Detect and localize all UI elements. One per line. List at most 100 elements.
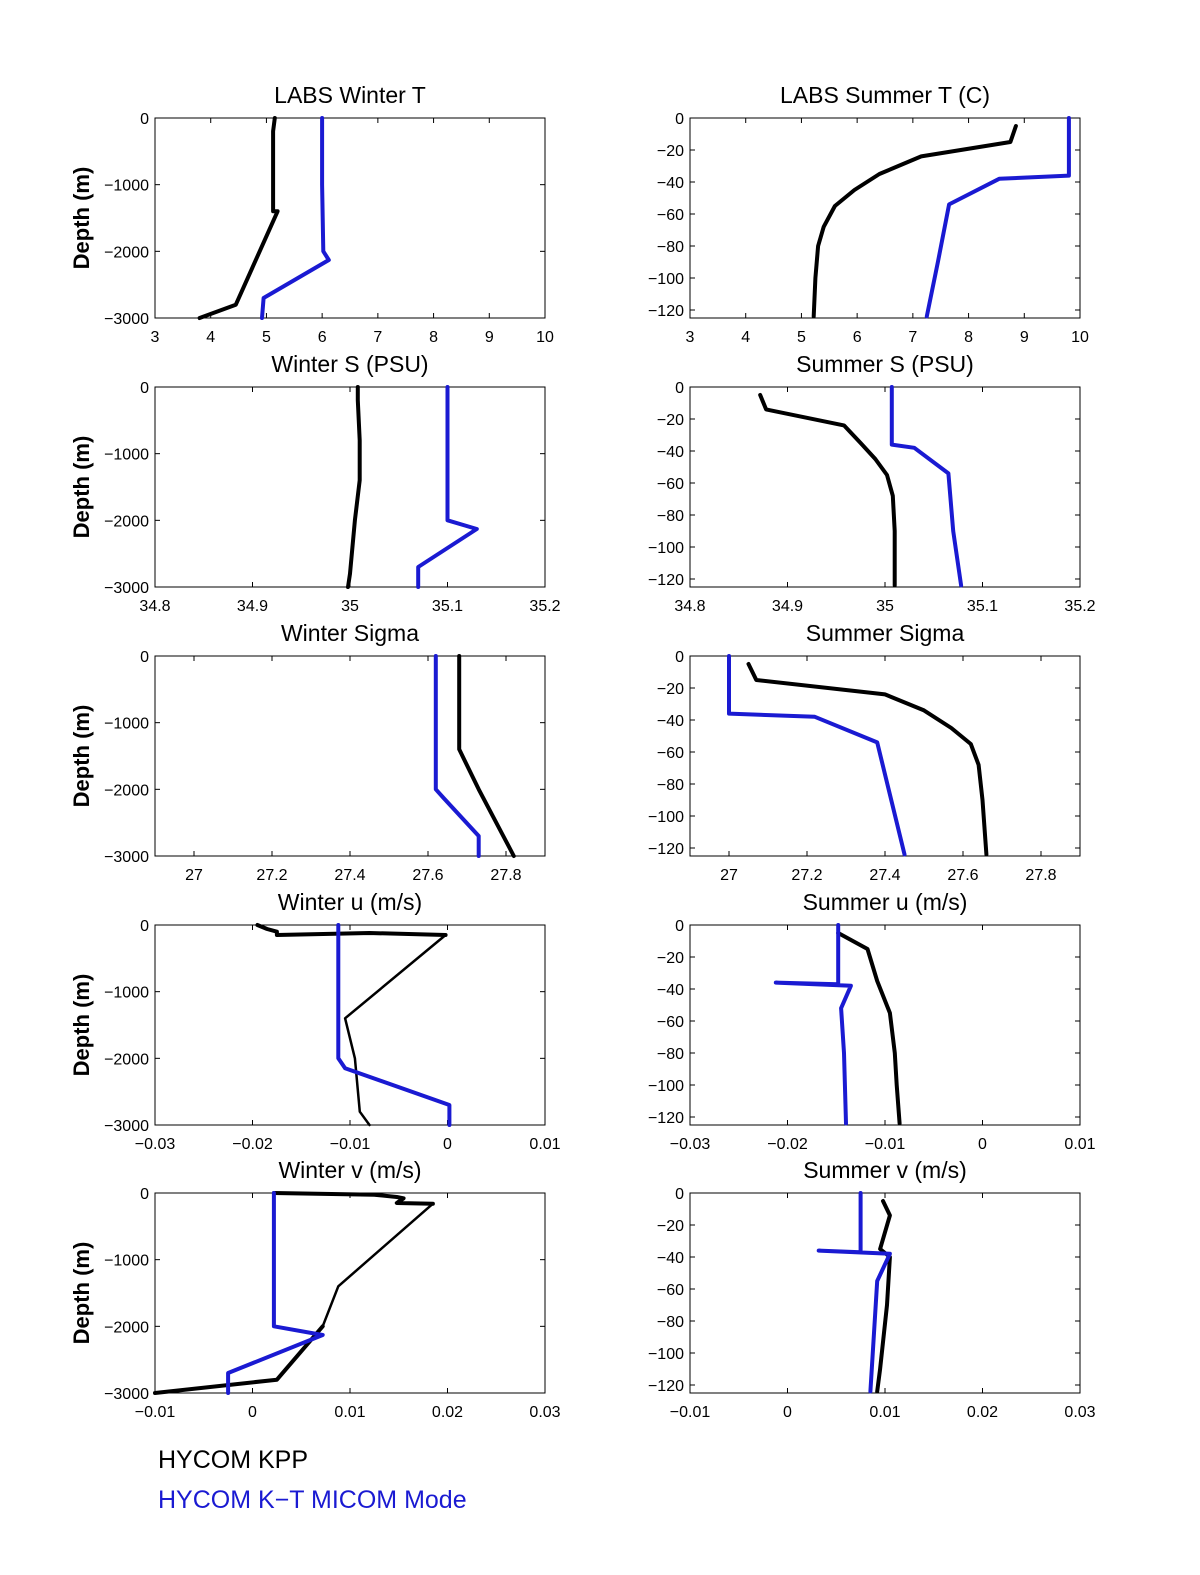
- panel-4-xtick-label: 34.8: [674, 598, 705, 615]
- panel-3-xtick-label: 35.2: [529, 598, 560, 615]
- panel-8-ytick-label: 0: [675, 918, 684, 935]
- panel-6-title: Summer Sigma: [806, 620, 965, 646]
- panel-7-ytick-label: 0: [140, 918, 149, 935]
- panel-6-xtick-label: 27.4: [869, 867, 900, 884]
- panel-10-ytick-label: −40: [657, 1250, 684, 1267]
- panel-7-xtick-label: −0.03: [135, 1136, 176, 1153]
- panel-2-xtick-label: 5: [797, 329, 806, 346]
- panel-3-ylabel: Depth (m): [69, 436, 94, 539]
- panel-3-xtick-label: 34.9: [237, 598, 268, 615]
- panel-1-xtick-label: 7: [373, 329, 382, 346]
- panel-4-series-line-hycom-kpp-0: [758, 393, 897, 588]
- panel-7-ylabel: Depth (m): [69, 974, 94, 1077]
- panel-2-xtick-label: 10: [1071, 329, 1089, 346]
- panel-10-ytick-label: −100: [648, 1346, 684, 1363]
- panel-8-ytick-label: −100: [648, 1078, 684, 1095]
- panel-6-ytick-label: −120: [648, 841, 684, 858]
- legend-entry-hycom-kpp: HYCOM KPP: [158, 1446, 309, 1474]
- panel-4-axes-box: [689, 386, 1081, 588]
- panel-9-axes-box: [154, 1192, 546, 1394]
- panel-2-series-line-hycom-kpp-0: [811, 124, 1018, 319]
- panel-10-xtick-label: 0.01: [869, 1404, 900, 1421]
- panel-4-ytick-label: −100: [648, 540, 684, 557]
- panel-6-ytick-label: −100: [648, 809, 684, 826]
- panel-1-xtick-label: 3: [151, 329, 160, 346]
- panel-2-ytick-label: 0: [675, 111, 684, 128]
- panel-4-xtick-label: 34.9: [772, 598, 803, 615]
- panel-9-series-line-hycom-kt-micom-3: [226, 1191, 325, 1395]
- panel-8-xtick-label: 0: [978, 1136, 987, 1153]
- panel-2-xtick-label: 6: [853, 329, 862, 346]
- panel-6-ytick-label: −40: [657, 713, 684, 730]
- panel-1-series-line-hycom-kpp-0: [197, 116, 280, 320]
- panel-3-series-line-hycom-kt-micom-1: [416, 385, 479, 589]
- panel-9-xtick-label: 0.03: [529, 1404, 560, 1421]
- panel-7-series-line-hycom-kpp-0: [255, 923, 448, 937]
- panel-7-ytick-label: −1000: [104, 985, 149, 1002]
- panel-1-title: LABS Winter T: [274, 82, 426, 108]
- panel-9-ytick-label: −1000: [104, 1253, 149, 1270]
- panel-5-ytick-label: 0: [140, 649, 149, 666]
- panel-4-xtick-label: 35: [876, 598, 894, 615]
- legend-entry-hycom-kt-micom: HYCOM K−T MICOM Mode: [158, 1486, 467, 1514]
- panel-6-xtick-label: 27.8: [1025, 867, 1056, 884]
- panel-5-xtick-label: 27.2: [256, 867, 287, 884]
- panel-4-xtick-label: 35.1: [967, 598, 998, 615]
- panel-4-ytick-label: −120: [648, 572, 684, 589]
- panel-10-ytick-label: −80: [657, 1314, 684, 1331]
- panel-2-ytick-label: −100: [648, 271, 684, 288]
- panel-1-ytick-label: −3000: [104, 311, 149, 328]
- panel-1-ylabel: Depth (m): [69, 167, 94, 270]
- panel-1-ytick-label: 0: [140, 111, 149, 128]
- panel-9-ytick-label: −2000: [104, 1319, 149, 1336]
- panel-8-series-line-hycom-kpp-0: [836, 931, 902, 1126]
- panel-3-xtick-label: 35: [341, 598, 359, 615]
- panel-6-ytick-label: −60: [657, 745, 684, 762]
- panel-1-axes-box: [154, 117, 546, 319]
- panel-8-xtick-label: −0.01: [865, 1136, 906, 1153]
- panel-6-series-line-hycom-kt-micom-1: [727, 654, 907, 857]
- panel-8-ytick-label: −40: [657, 982, 684, 999]
- panel-3-ytick-label: 0: [140, 380, 149, 397]
- panel-9-xtick-label: 0: [248, 1404, 257, 1421]
- panel-9-xtick-label: 0.02: [432, 1404, 463, 1421]
- panel-10-ytick-label: −20: [657, 1218, 684, 1235]
- panel-3-title: Winter S (PSU): [271, 351, 428, 377]
- panel-8-ytick-label: −120: [648, 1110, 684, 1127]
- panel-1-xtick-label: 5: [262, 329, 271, 346]
- panel-9-ylabel: Depth (m): [69, 1242, 94, 1345]
- panel-1-ytick-label: −2000: [104, 244, 149, 261]
- panel-5-ylabel: Depth (m): [69, 705, 94, 808]
- panel-7-xtick-label: 0: [443, 1136, 452, 1153]
- panel-5-series-line-hycom-kpp-0: [457, 654, 516, 858]
- panel-9-xtick-label: 0.01: [334, 1404, 365, 1421]
- panel-4-ytick-label: −40: [657, 444, 684, 461]
- panel-9-xtick-label: −0.01: [135, 1404, 176, 1421]
- panel-1-xtick-label: 6: [318, 329, 327, 346]
- panel-10-xtick-label: 0.02: [967, 1404, 998, 1421]
- panel-1-xtick-label: 10: [536, 329, 554, 346]
- panel-4-ytick-label: −60: [657, 476, 684, 493]
- panel-4-title: Summer S (PSU): [796, 351, 974, 377]
- panel-4-series-line-hycom-kt-micom-1: [889, 385, 964, 588]
- panel-8-title: Summer u (m/s): [803, 889, 968, 915]
- panel-2-ytick-label: −60: [657, 207, 684, 224]
- panel-5-xtick-label: 27.8: [490, 867, 521, 884]
- panel-10-series-line-hycom-kpp-0: [875, 1199, 892, 1394]
- panel-8-xtick-label: 0.01: [1064, 1136, 1095, 1153]
- panel-8-axes-box: [689, 924, 1081, 1126]
- panel-3-series-line-hycom-kpp-0: [346, 385, 362, 589]
- panel-8-series-line-hycom-kt-micom-1: [773, 923, 853, 1126]
- panel-7-xtick-label: −0.02: [232, 1136, 273, 1153]
- panel-3-xtick-label: 35.1: [432, 598, 463, 615]
- panel-3-xtick-label: 34.8: [139, 598, 170, 615]
- panel-10-title: Summer v (m/s): [803, 1157, 967, 1183]
- panel-1-ytick-label: −1000: [104, 178, 149, 195]
- panel-3-ytick-label: −1000: [104, 447, 149, 464]
- panel-10-ytick-label: −60: [657, 1282, 684, 1299]
- panel-6-ytick-label: −80: [657, 777, 684, 794]
- panel-7-axes-box: [154, 924, 546, 1126]
- panel-8-ytick-label: −20: [657, 950, 684, 967]
- panel-2-axes-box: [689, 117, 1081, 319]
